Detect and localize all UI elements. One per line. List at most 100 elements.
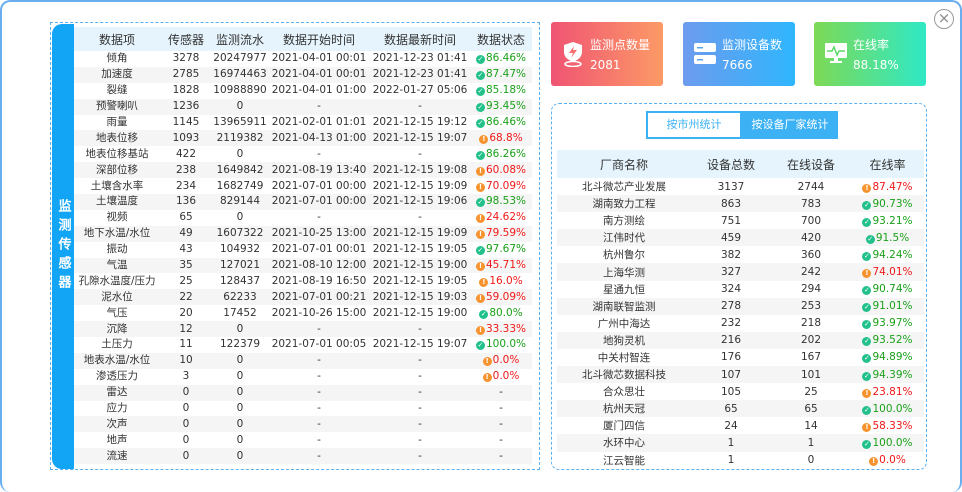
vendor-name: 中关村智连 <box>597 351 651 364</box>
sensor-type: 振动 <box>106 243 128 256</box>
tab-by-city[interactable]: 按市州统计 <box>646 111 742 139</box>
latest-time: 2021-12-15 19:09 <box>370 225 470 242</box>
close-icon[interactable]: × <box>934 9 954 29</box>
online-devices: 167 <box>800 351 822 364</box>
table-row: 星通九恒 324 294 ✓ 90.74% <box>557 281 924 298</box>
column-header: 监测流水 <box>212 27 268 51</box>
sensor-type: 次声 <box>74 416 160 433</box>
card-devices: 监测设备数 7666 <box>683 22 795 86</box>
status-cell: ! 33.33% <box>470 321 532 338</box>
server-icon <box>694 43 716 64</box>
table-row: 水环中心 1 1 ✓ 100.0% <box>557 434 924 452</box>
shield-lightning-icon <box>564 42 582 67</box>
sensor-type: 裂缝 <box>106 84 128 97</box>
card-value: 7666 <box>722 58 753 72</box>
table-row: 雷达 0 0- - - <box>74 384 532 401</box>
sensor-count: 0 <box>182 433 190 446</box>
alert-circle-icon: ! <box>479 134 489 144</box>
vendor-panel: 按市州统计 按设备厂家统计 厂商名称 设备总数 在线设备 在线率 北斗微芯产业发展 31… <box>551 103 927 470</box>
status-value: 90.74% <box>872 283 913 296</box>
sensor-count: 11 <box>179 338 193 351</box>
table-row: 气温 35 127021 2021-08-10 12:00 2021-12-15 19:… <box>74 257 532 274</box>
status-cell: ✓ 90.74% <box>851 281 924 298</box>
status-cell: ! 0.0% <box>470 352 532 369</box>
vendor-name: 杭州鲁尔 <box>603 249 645 262</box>
status-value: 16.0% <box>489 274 523 287</box>
status-cell: ! 70.09% <box>470 178 532 194</box>
table-row: 土壤温度 136 829144 2021-07-01 00:00 2021-12-15 … <box>74 194 532 210</box>
table-row: 深部位移 238 1649842 2021-08-19 13:40 2021-12-15… <box>74 162 532 179</box>
vendor-name: 合众思壮 <box>603 386 645 399</box>
status-value: 45.71% <box>485 259 527 272</box>
status-cell: ✓ 100.0% <box>470 337 532 353</box>
table-row: 地狗灵机 216 202 ✓ 93.52% <box>557 331 924 349</box>
latest-time: - <box>418 211 422 224</box>
sensor-type: 流速 <box>74 448 160 465</box>
sensor-count: 1093 <box>160 130 212 147</box>
status-cell: ✓ 93.45% <box>470 98 532 115</box>
record-count: 0 <box>212 352 268 369</box>
table-row: 预警喇叭 1236 0- - ✓ 93.45% <box>74 98 532 115</box>
sensor-type: 视频 <box>106 211 128 224</box>
vendor-name: 湖南致力工程 <box>557 195 691 213</box>
status-value: 93.97% <box>872 317 913 330</box>
latest-time: 2021-12-15 19:03 <box>370 289 470 306</box>
table-row: 地表位移基站 422 0 - - ✓ 86.26% <box>74 146 532 162</box>
status-value: 94.24% <box>872 248 913 261</box>
start-time: 2021-10-25 13:00 <box>268 225 370 242</box>
status-cell: ! 60.08% <box>470 162 532 179</box>
record-count: 10988890 <box>213 84 267 97</box>
latest-time: 2021-12-15 19:07 <box>370 130 470 147</box>
latest-time: 2021-12-15 19:09 <box>372 179 468 192</box>
alert-circle-icon: ! <box>475 325 485 335</box>
sensor-type: 雷达 <box>74 384 160 401</box>
check-circle-icon: ✓ <box>475 71 485 81</box>
status-cell: ! 87.47% <box>851 178 924 195</box>
sensor-count: 0 <box>160 384 212 401</box>
latest-time: 2021-12-15 19:06 <box>370 194 470 210</box>
vendor-name: 地狗灵机 <box>557 331 691 349</box>
sensor-count: 49 <box>160 225 212 242</box>
online-devices: 25 <box>804 385 818 398</box>
start-time: 2021-07-01 00:01 <box>271 243 367 256</box>
latest-time: - <box>370 352 470 369</box>
sensor-count: 25 <box>179 274 193 287</box>
vendor-name: 上海华测 <box>557 263 691 281</box>
status-cell: ! 58.33% <box>851 417 924 434</box>
check-circle-icon: ✓ <box>475 150 485 160</box>
table-row: 孔隙水温度/压力 25 128437 2021-08-19 16:50 2021-12-… <box>74 273 532 289</box>
latest-time: 2021-12-23 01:41 <box>370 66 470 83</box>
latest-time: - <box>370 321 470 338</box>
vendor-name: 湖南联智监测 <box>557 297 691 315</box>
sensor-table: 数据项 传感器 监测流水 数据开始时间 数据最新时间 数据状态 倾角 3278 2024797… <box>74 27 532 465</box>
column-header: 数据最新时间 <box>370 27 470 51</box>
table-row: 上海华测 327 242! 74.01% <box>557 263 924 281</box>
record-count: 1649842 <box>212 162 268 179</box>
status-cell: ✓ 86.26% <box>470 146 532 162</box>
device-total: 65 <box>691 400 771 418</box>
sensor-count: 1828 <box>172 84 200 97</box>
sensor-type: 地声 <box>106 433 128 446</box>
table-row: 广州中海达 232 218 ✓ 93.97% <box>557 315 924 332</box>
tab-by-vendor[interactable]: 按设备厂家统计 <box>742 111 838 139</box>
sensor-type: 深部位移 <box>74 162 160 179</box>
record-count: 20247977 <box>213 52 267 65</box>
status-value: 0.0% <box>492 354 520 367</box>
column-header: 传感器 <box>160 27 212 51</box>
start-time: 2021-10-26 15:00 <box>271 306 367 319</box>
online-devices: 242 <box>771 263 851 281</box>
start-time: 2021-07-01 00:05 <box>271 338 367 351</box>
status-value: 98.53% <box>485 195 527 208</box>
vendor-name: 星通九恒 <box>603 283 645 296</box>
check-circle-icon: ✓ <box>862 371 872 381</box>
start-time: 2021-08-19 13:40 <box>268 162 370 179</box>
sensor-type: 土壤温度 <box>74 194 160 210</box>
sensor-count: 43 <box>179 243 193 256</box>
device-total: 382 <box>720 248 742 261</box>
check-circle-icon: ✓ <box>862 337 872 347</box>
sensor-type: 土壤含水率 <box>90 179 144 192</box>
vendor-name: 江伟时代 <box>557 229 691 247</box>
check-circle-icon: ✓ <box>862 354 872 364</box>
status-value: 86.46% <box>485 116 527 128</box>
record-count: 13965911 <box>213 116 267 128</box>
